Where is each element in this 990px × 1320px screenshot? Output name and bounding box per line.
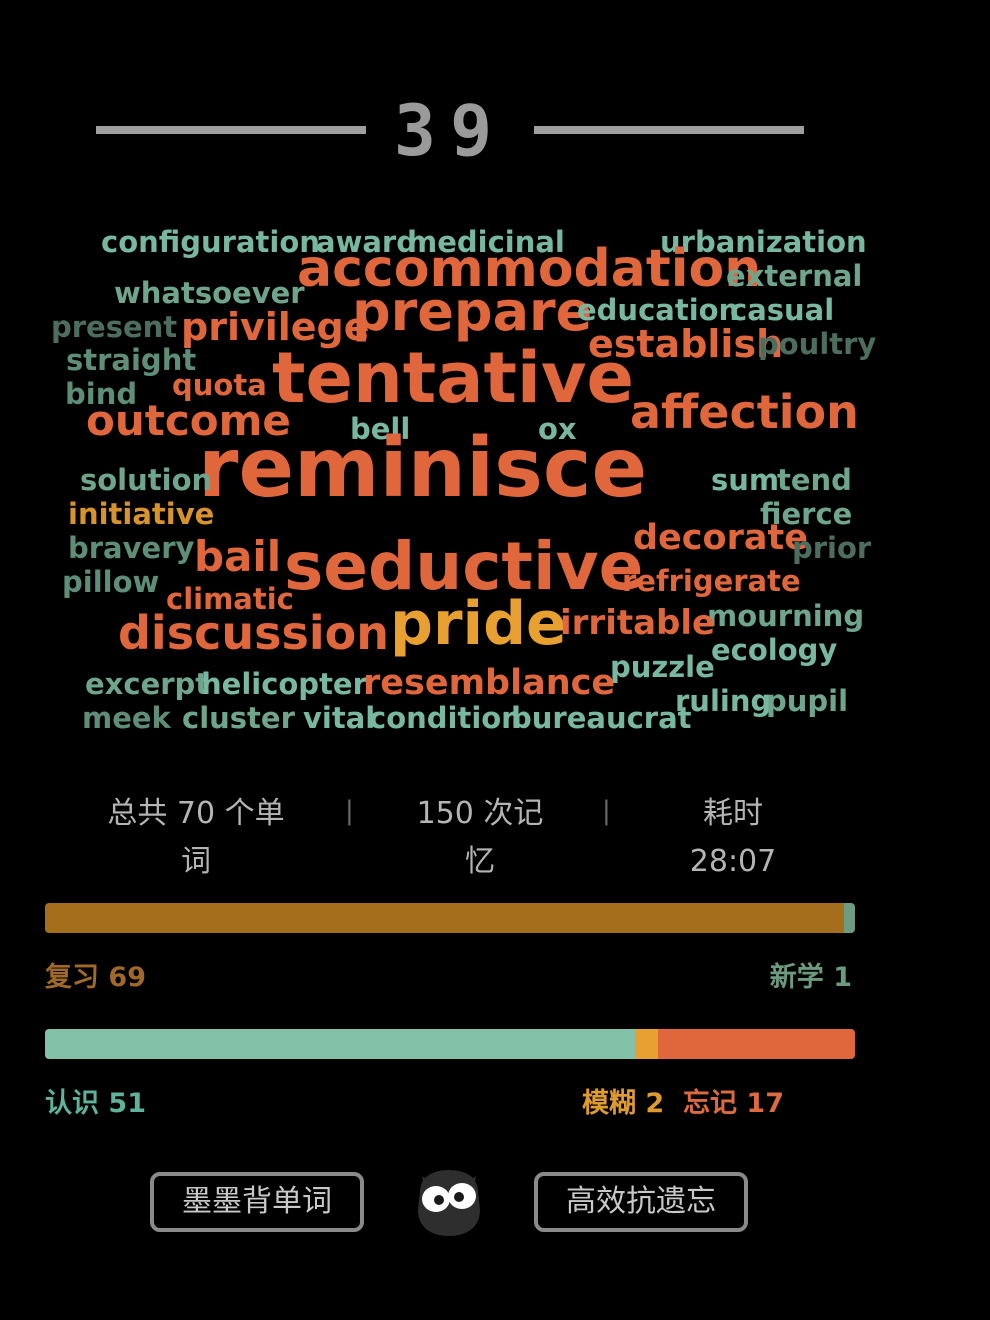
cloud-word: whatsoever — [114, 276, 305, 310]
cloud-word: seductive — [284, 528, 644, 605]
vague-label-text: 模糊 — [582, 1088, 636, 1119]
review-segment — [45, 903, 844, 933]
cloud-word: discussion — [118, 606, 389, 660]
cloud-word: straight — [66, 343, 197, 377]
cloud-word: poultry — [758, 327, 877, 361]
forgot-label-text: 忘记 — [683, 1088, 737, 1119]
memory-progress-bar — [45, 1029, 855, 1059]
cloud-word: privilege — [181, 305, 370, 349]
review-label-text: 复习 — [45, 962, 99, 993]
cloud-word: excerpt — [85, 667, 210, 701]
known-label-text: 认识 — [45, 1088, 99, 1119]
cloud-word: condition — [369, 701, 522, 735]
total-words-stat: 总共 70 个单 词 — [80, 790, 312, 886]
cloud-word: solution — [80, 463, 213, 497]
cloud-word: refrigerate — [622, 564, 801, 598]
cloud-word: affection — [630, 385, 859, 439]
header-rule-right — [534, 126, 804, 134]
stats-separator: | — [345, 796, 354, 826]
time-spent-stat: 耗时 28:07 — [650, 790, 816, 886]
cloud-word: irritable — [560, 603, 716, 643]
total-words-line1: 总共 70 个单 — [107, 796, 285, 831]
cloud-word: accommodation — [297, 239, 762, 299]
cloud-word: climatic — [166, 582, 294, 616]
time-spent-value: 28:07 — [689, 844, 777, 879]
new-count: 1 — [833, 962, 852, 993]
cloud-word: meek — [82, 701, 171, 735]
forgot-count: 17 — [746, 1088, 784, 1119]
cloud-word: medicinal — [407, 225, 565, 259]
cloud-word: puzzle — [610, 650, 715, 684]
memory-count-line2: 忆 — [465, 844, 495, 879]
known-segment — [45, 1029, 635, 1059]
cloud-word: initiative — [68, 497, 215, 531]
day-number: 39 — [393, 90, 507, 172]
cloud-word: fierce — [760, 497, 853, 531]
cloud-word: bind — [65, 377, 138, 411]
cloud-word: pillow — [62, 565, 160, 599]
cloud-word: prior — [792, 531, 872, 565]
cloud-word: casual — [730, 293, 835, 327]
owl-logo-icon — [414, 1166, 484, 1238]
cloud-word: pride — [390, 589, 567, 659]
cloud-word: ecology — [711, 633, 838, 667]
forgot-count-label: 忘记 17 — [683, 1081, 784, 1120]
cloud-word: award — [316, 225, 417, 259]
cloud-word: ruling — [675, 684, 772, 718]
time-spent-label: 耗时 — [703, 796, 763, 831]
cloud-word: reminisce — [198, 421, 648, 516]
cloud-word: bureaucrat — [511, 701, 692, 735]
cloud-word: tend — [777, 463, 852, 497]
memory-count-stat: 150 次记 忆 — [380, 790, 580, 886]
new-segment — [843, 903, 855, 933]
header-rule-left — [96, 126, 366, 134]
cloud-word: outcome — [86, 396, 291, 445]
learn-progress-bar — [45, 903, 855, 933]
known-count-label: 认识 51 — [45, 1081, 146, 1120]
cloud-word: bell — [350, 412, 411, 446]
review-count: 69 — [108, 962, 146, 993]
cloud-word: quota — [172, 368, 267, 402]
cloud-word: establish — [588, 322, 784, 366]
memory-count-line1: 150 次记 — [416, 796, 544, 831]
app-name-button[interactable]: 墨墨背单词 — [150, 1172, 364, 1232]
cloud-word: external — [726, 259, 863, 293]
cloud-word: ox — [538, 412, 577, 446]
cloud-word: tentative — [272, 337, 635, 419]
stats-separator: | — [602, 796, 611, 826]
cloud-word: bravery — [68, 531, 195, 565]
cloud-word: configuration — [101, 225, 320, 259]
review-count-label: 复习 69 — [45, 955, 146, 994]
forgot-segment — [658, 1029, 855, 1059]
cloud-word: vital — [303, 701, 376, 735]
cloud-word: pupil — [766, 684, 849, 718]
vague-count-label: 模糊 2 — [582, 1081, 664, 1120]
cloud-word: prepare — [352, 280, 593, 343]
cloud-word: education — [577, 293, 740, 327]
vague-segment — [634, 1029, 659, 1059]
cloud-word: helicopter — [201, 667, 367, 701]
known-count: 51 — [108, 1088, 146, 1119]
new-count-label: 新学 1 — [770, 955, 852, 994]
total-words-line2: 词 — [181, 844, 211, 879]
new-label-text: 新学 — [769, 962, 824, 993]
word-cloud: configuration award medicinal urbanizati… — [51, 225, 877, 735]
cloud-word: present — [51, 310, 178, 344]
cloud-word: bail — [194, 532, 282, 581]
cloud-word: mourning — [707, 599, 865, 633]
cloud-word: sum — [711, 463, 780, 497]
vague-count: 2 — [645, 1088, 665, 1119]
cloud-word: decorate — [633, 518, 808, 558]
slogan-button[interactable]: 高效抗遗忘 — [534, 1172, 748, 1232]
cloud-word: cluster — [182, 701, 295, 735]
cloud-word: resemblance — [363, 663, 616, 703]
cloud-word: urbanization — [660, 225, 867, 259]
